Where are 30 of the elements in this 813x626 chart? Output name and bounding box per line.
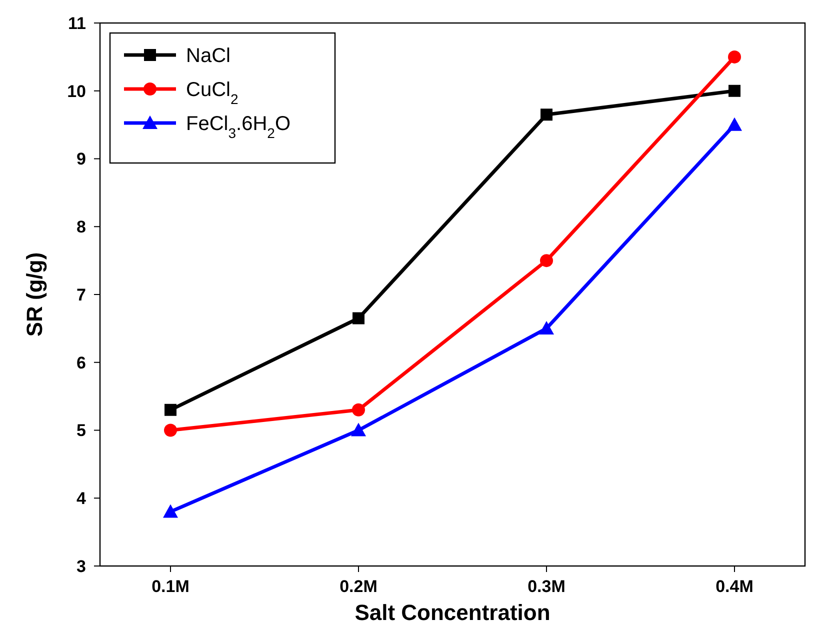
point xyxy=(540,254,553,268)
x-tick-label: 0.4M xyxy=(716,577,754,596)
point xyxy=(163,504,178,518)
y-tick-label: 8 xyxy=(76,218,86,237)
x-tick-label: 0.1M xyxy=(152,577,190,596)
y-tick-label: 4 xyxy=(76,489,87,508)
legend-label: FeCl$_{3}$.6H$_{2}$O xyxy=(186,113,291,141)
y-tick-label: 3 xyxy=(76,556,86,576)
x-tick-label: 0.3M xyxy=(528,577,566,596)
point xyxy=(540,108,552,121)
point xyxy=(351,422,366,436)
legend-label: NaCl xyxy=(186,45,230,67)
y-tick-label: 6 xyxy=(76,353,86,372)
point xyxy=(164,404,176,416)
y-tick-label: 5 xyxy=(76,421,86,440)
y-tick-label: 7 xyxy=(76,285,86,304)
point xyxy=(727,117,742,131)
point xyxy=(352,403,365,416)
point xyxy=(728,84,740,97)
point xyxy=(164,424,177,437)
y-axis-title: SR (g/g) xyxy=(22,252,47,337)
x-axis-title: Salt Concentration xyxy=(354,600,550,625)
point xyxy=(728,50,741,64)
y-tick-label: 10 xyxy=(67,82,86,101)
y-tick-label: 9 xyxy=(76,150,86,169)
y-tick-label: 11 xyxy=(68,14,86,33)
x-tick-label: 0.2M xyxy=(340,577,378,596)
legend-label: CuCl$_{2}$ xyxy=(186,79,238,107)
point xyxy=(352,312,364,324)
point xyxy=(539,320,554,334)
